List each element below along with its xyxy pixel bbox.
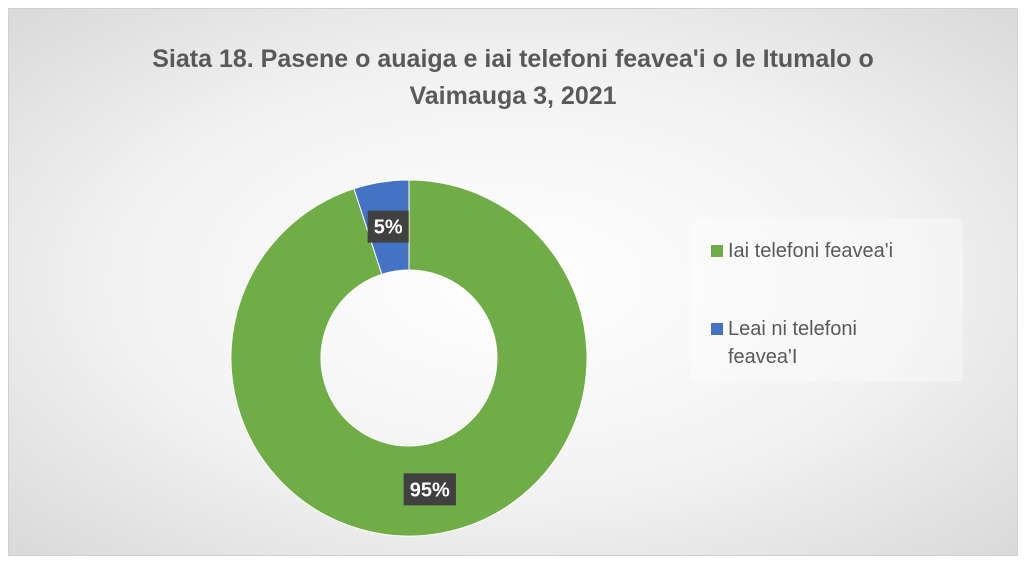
- legend: Iai telefoni feavea'i Leai ni telefoni fe…: [691, 219, 963, 381]
- legend-label: Leai ni telefoni feavea'I: [728, 318, 857, 368]
- donut-slice: [230, 179, 588, 537]
- legend-label: Iai telefoni feavea'i: [728, 240, 894, 262]
- legend-swatch: [711, 245, 723, 257]
- data-label: 95%: [403, 473, 456, 506]
- chart-area: 95% 5% Siata 18. Pasene o auaiga e iai te…: [8, 8, 1018, 556]
- legend-swatch: [711, 323, 723, 335]
- data-label-box: [403, 473, 456, 506]
- legend-entry: Iai telefoni feavea'i: [711, 237, 951, 265]
- data-label-box: [367, 210, 409, 243]
- chart: 95% 5%: [230, 179, 588, 537]
- data-label: 5%: [367, 210, 409, 243]
- data-label-text: 5%: [374, 217, 403, 239]
- data-label-text: 95%: [410, 479, 450, 501]
- chart-title: Siata 18. Pasene o auaiga e iai telefoni…: [152, 45, 874, 110]
- legend-entry: Leai ni telefoni feavea'I: [711, 315, 951, 371]
